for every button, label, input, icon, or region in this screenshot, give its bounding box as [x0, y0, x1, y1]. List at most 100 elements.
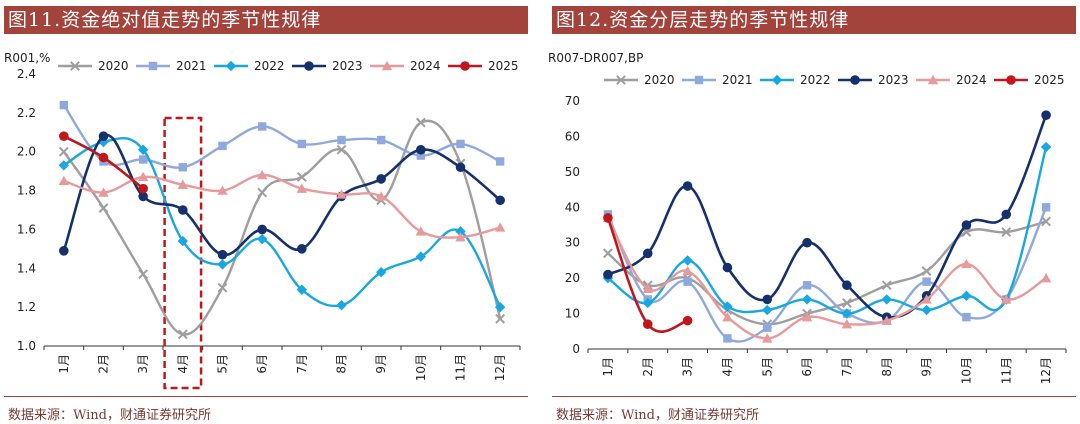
left-y-tick-label: 1.8: [17, 184, 36, 198]
right-point-2021: [723, 334, 732, 343]
left-legend-marker: [148, 61, 158, 71]
right-legend-marker: [850, 75, 860, 85]
right-legend-marker: [694, 75, 704, 85]
left-unit-label: R001,%: [4, 51, 50, 65]
right-legend-item-2021: 2021: [682, 73, 753, 87]
right-series-2025: [603, 213, 693, 333]
right-point-2020: [1001, 227, 1012, 237]
left-point-2020: [98, 203, 109, 213]
left-source-note: 数据来源：Wind，财通证券研究所: [8, 408, 211, 423]
left-point-2022: [256, 233, 268, 245]
left-legend-label: 2024: [410, 59, 441, 73]
left-line-2021: [62, 104, 501, 169]
left-point-2023: [416, 144, 426, 155]
right-point-2022: [762, 304, 773, 316]
right-legend-marker: [771, 74, 783, 86]
left-x-tick-label: 11月: [454, 354, 468, 381]
right-point-2021: [1041, 203, 1051, 212]
left-point-2024: [217, 185, 228, 195]
right-legend-marker: [616, 75, 626, 85]
right-legend-marker: [1006, 75, 1016, 85]
right-x-tick-label: 7月: [840, 357, 854, 377]
right-divider: [552, 396, 1076, 397]
right-point-2023: [603, 269, 613, 280]
right-point-2023: [802, 237, 812, 248]
left-point-2020: [257, 187, 268, 198]
right-legend-label: 2020: [644, 73, 675, 87]
left-legend-marker: [381, 60, 393, 71]
right-point-2022: [961, 290, 972, 302]
left-x-tick-label: 5月: [216, 354, 230, 374]
left-x-tick-label: 4月: [176, 354, 190, 374]
left-point-2022: [58, 160, 70, 171]
left-chart-panel: 图11.资金绝对值走势的季节性规律 R001,% 1.0 1.2 1.4 1.6 1.8 2…: [0, 0, 532, 424]
left-legend-label: 2021: [176, 59, 207, 73]
left-series-2024: [58, 169, 506, 242]
left-legend-item-2023: 2023: [292, 59, 363, 73]
right-point-2021: [683, 277, 692, 286]
right-point-2024: [921, 294, 932, 304]
left-point-2024: [98, 187, 109, 197]
left-legend-marker: [460, 61, 470, 71]
right-x-tick-label: 12月: [1039, 357, 1053, 384]
left-point-2021: [297, 139, 307, 149]
right-legend-label: 2021: [722, 73, 753, 87]
left-point-2022: [375, 266, 387, 278]
left-point-2022: [336, 300, 347, 311]
left-legend-item-2025: 2025: [448, 59, 519, 73]
left-point-2024: [137, 171, 149, 182]
right-point-2024: [642, 283, 653, 293]
left-highlight-box: [163, 116, 203, 390]
left-x-tick-label: 8月: [335, 354, 349, 374]
left-point-2024: [494, 222, 506, 232]
left-x-tick-label: 10月: [414, 354, 428, 381]
right-point-2024: [1040, 272, 1052, 283]
left-point-2024: [177, 179, 189, 189]
left-x-tick-label: 12月: [493, 354, 507, 381]
left-point-2022: [415, 251, 427, 262]
left-y-tick-label: 1.0: [17, 339, 36, 353]
left-line-chart: R001,% 1.0 1.2 1.4 1.6 1.8 2.0 2.2 2.4 1月 2月 3月 4月 5月…: [4, 51, 521, 390]
left-legend-marker: [70, 61, 80, 71]
left-point-2021: [376, 135, 386, 145]
left-x-tick-label: 1月: [57, 354, 71, 374]
left-legend-label: 2022: [254, 59, 285, 73]
left-legend-marker: [225, 60, 237, 72]
right-series-2024: [602, 212, 1052, 343]
right-x-tick-label: 8月: [880, 357, 894, 377]
right-point-2023: [1041, 110, 1051, 120]
left-point-2024: [415, 226, 427, 236]
right-point-2024: [961, 258, 972, 269]
left-point-2022: [455, 226, 466, 237]
left-point-2020: [138, 269, 149, 280]
right-x-tick-label: 1月: [601, 357, 615, 377]
right-point-2024: [1001, 294, 1012, 304]
right-legend-label: 2025: [1034, 73, 1065, 87]
left-x-tick-label: 6月: [255, 354, 269, 374]
left-x-tick-label: 3月: [136, 354, 150, 374]
left-legend-item-2021: 2021: [136, 59, 207, 73]
right-legend-marker: [927, 74, 939, 85]
right-point-2022: [801, 294, 813, 305]
left-point-2021: [337, 135, 346, 145]
left-point-2024: [296, 183, 308, 193]
left-x-tick-label: 7月: [295, 354, 309, 374]
left-point-2024: [375, 191, 387, 201]
left-point-2025: [98, 152, 109, 163]
left-point-2024: [58, 175, 70, 186]
left-point-2024: [455, 232, 466, 242]
right-chart-panel: 图12.资金分层走势的季节性规律 R007-DR007,BP 0 10 20 30 40 5…: [548, 0, 1080, 424]
right-point-2023: [961, 220, 972, 230]
left-x-tick-label: 9月: [374, 354, 388, 374]
right-legend-label: 2023: [878, 73, 909, 87]
left-y-tick-label: 1.4: [17, 261, 36, 275]
right-point-2022: [921, 304, 932, 316]
right-point-2025: [642, 319, 653, 330]
right-series-2020: [603, 216, 1051, 330]
left-y-tick-label: 2.2: [17, 106, 36, 120]
left-point-2023: [98, 131, 109, 141]
left-point-2025: [138, 183, 148, 194]
left-point-2021: [218, 141, 227, 151]
left-point-2021: [416, 151, 426, 160]
left-point-2023: [217, 249, 228, 260]
